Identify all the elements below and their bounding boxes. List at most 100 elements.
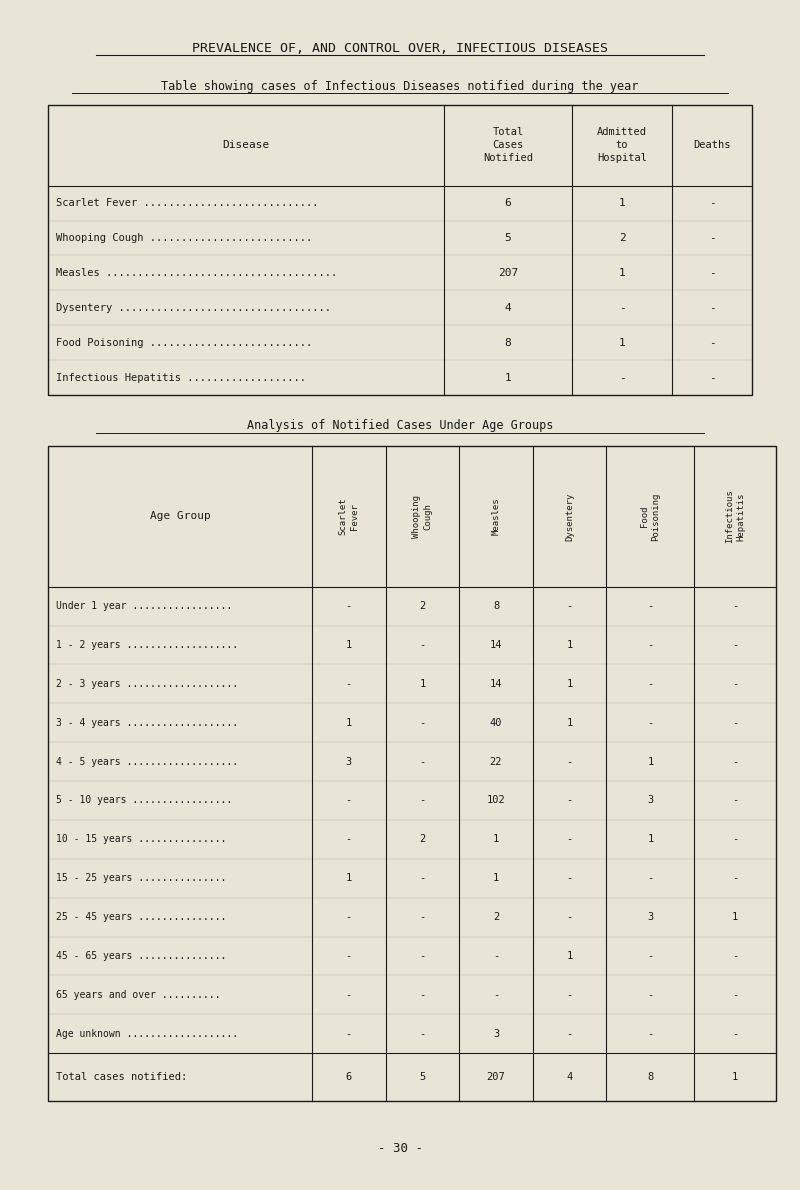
Text: -: - (419, 990, 426, 1000)
Text: -: - (346, 678, 352, 689)
Text: - 30 -: - 30 - (378, 1142, 422, 1155)
Text: 1: 1 (566, 951, 573, 962)
Text: -: - (566, 757, 573, 766)
Text: 1: 1 (419, 678, 426, 689)
Text: Analysis of Notified Cases Under Age Groups: Analysis of Notified Cases Under Age Gro… (247, 419, 553, 432)
Text: Under 1 year .................: Under 1 year ................. (56, 601, 232, 612)
Text: 10 - 15 years ...............: 10 - 15 years ............... (56, 834, 226, 845)
Text: Age unknown ...................: Age unknown ................... (56, 1028, 238, 1039)
Text: Total
Cases
Notified: Total Cases Notified (483, 127, 533, 163)
Text: -: - (732, 640, 738, 650)
Text: 8: 8 (505, 338, 511, 347)
Text: 102: 102 (486, 795, 506, 806)
Text: 4: 4 (566, 1072, 573, 1082)
Text: -: - (566, 990, 573, 1000)
Text: -: - (419, 951, 426, 962)
Text: -: - (647, 951, 654, 962)
Text: Whooping
Cough: Whooping Cough (412, 495, 433, 538)
Text: -: - (647, 990, 654, 1000)
Text: -: - (566, 795, 573, 806)
Text: 25 - 45 years ...............: 25 - 45 years ............... (56, 912, 226, 922)
Text: -: - (618, 302, 626, 313)
Text: -: - (566, 601, 573, 612)
Text: -: - (346, 601, 352, 612)
Text: 1: 1 (732, 1072, 738, 1082)
Text: 3: 3 (647, 912, 654, 922)
Text: 1: 1 (732, 912, 738, 922)
Text: 207: 207 (486, 1072, 506, 1082)
Text: -: - (346, 990, 352, 1000)
Text: -: - (346, 1028, 352, 1039)
Text: -: - (346, 795, 352, 806)
Text: Dysentery: Dysentery (565, 493, 574, 540)
Text: 207: 207 (498, 268, 518, 278)
Text: 2: 2 (419, 601, 426, 612)
Text: -: - (346, 912, 352, 922)
Text: -: - (647, 601, 654, 612)
Text: -: - (618, 372, 626, 383)
Text: Scarlet
Fever: Scarlet Fever (338, 497, 359, 536)
Text: 1: 1 (618, 268, 626, 278)
Text: 14: 14 (490, 678, 502, 689)
Text: -: - (419, 757, 426, 766)
Text: -: - (647, 640, 654, 650)
Text: Measles: Measles (491, 497, 501, 536)
Text: -: - (709, 338, 715, 347)
Text: 6: 6 (346, 1072, 352, 1082)
Text: 1: 1 (566, 678, 573, 689)
Text: Measles .....................................: Measles ................................… (56, 268, 338, 278)
Text: 1: 1 (647, 757, 654, 766)
Text: 1: 1 (346, 640, 352, 650)
Text: 1: 1 (493, 834, 499, 845)
Text: 2 - 3 years ...................: 2 - 3 years ................... (56, 678, 238, 689)
Text: Admitted
to
Hospital: Admitted to Hospital (597, 127, 647, 163)
Text: -: - (732, 601, 738, 612)
Text: 40: 40 (490, 718, 502, 728)
Text: 5: 5 (505, 233, 511, 243)
Text: -: - (419, 873, 426, 883)
Bar (48, 446, 776, 1101)
Text: -: - (419, 795, 426, 806)
Bar (48, 105, 752, 395)
Text: 6: 6 (505, 198, 511, 208)
Text: -: - (709, 198, 715, 208)
Text: Total cases notified:: Total cases notified: (56, 1072, 187, 1082)
Text: Food Poisoning ..........................: Food Poisoning .........................… (56, 338, 312, 347)
Text: -: - (346, 951, 352, 962)
Text: -: - (732, 834, 738, 845)
Text: -: - (647, 678, 654, 689)
Text: Table showing cases of Infectious Diseases notified during the year: Table showing cases of Infectious Diseas… (162, 80, 638, 93)
Text: -: - (346, 834, 352, 845)
Text: Deaths: Deaths (694, 140, 730, 150)
Text: -: - (732, 718, 738, 728)
Text: -: - (709, 268, 715, 278)
Text: -: - (732, 1028, 738, 1039)
Text: 1: 1 (493, 873, 499, 883)
Text: 2: 2 (419, 834, 426, 845)
Text: 1: 1 (618, 198, 626, 208)
Text: -: - (647, 718, 654, 728)
Text: 5: 5 (419, 1072, 426, 1082)
Text: Scarlet Fever ............................: Scarlet Fever ..........................… (56, 198, 318, 208)
Text: Age Group: Age Group (150, 512, 210, 521)
Text: Dysentery ..................................: Dysentery ..............................… (56, 302, 331, 313)
Text: -: - (419, 718, 426, 728)
Text: 2: 2 (618, 233, 626, 243)
Text: 3 - 4 years ...................: 3 - 4 years ................... (56, 718, 238, 728)
Text: 8: 8 (647, 1072, 654, 1082)
Text: -: - (419, 640, 426, 650)
Text: -: - (566, 1028, 573, 1039)
Text: 8: 8 (493, 601, 499, 612)
Text: 15 - 25 years ...............: 15 - 25 years ............... (56, 873, 226, 883)
Text: 1: 1 (647, 834, 654, 845)
Text: 4: 4 (505, 302, 511, 313)
Text: 1: 1 (566, 640, 573, 650)
Text: Food
Poisoning: Food Poisoning (640, 493, 661, 540)
Text: PREVALENCE OF, AND CONTROL OVER, INFECTIOUS DISEASES: PREVALENCE OF, AND CONTROL OVER, INFECTI… (192, 42, 608, 55)
Text: 1: 1 (346, 718, 352, 728)
Text: -: - (732, 873, 738, 883)
Text: -: - (419, 1028, 426, 1039)
Text: -: - (709, 372, 715, 383)
Text: 3: 3 (346, 757, 352, 766)
Text: Infectious
Hepatitis: Infectious Hepatitis (725, 489, 746, 544)
